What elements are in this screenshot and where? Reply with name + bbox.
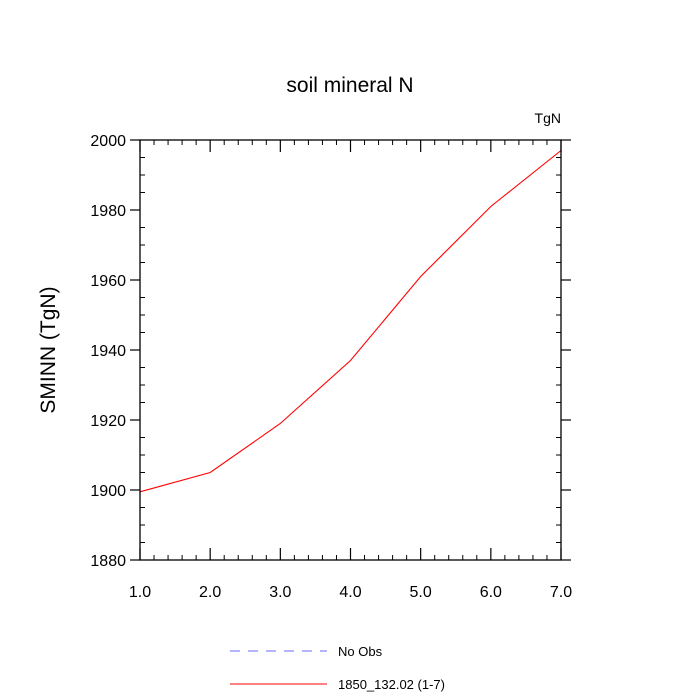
y-tick-label: 1880: [90, 553, 126, 570]
x-tick-label: 1.0: [129, 584, 151, 601]
series-line: [139, 150, 562, 493]
series-lines: [139, 150, 562, 493]
y-tick-label: 1980: [90, 203, 126, 220]
y-axis-label: SMINN (TgN): [37, 286, 60, 413]
x-tick-label: 2.0: [199, 584, 221, 601]
y-tick-label: 1960: [90, 273, 126, 290]
x-tick-label: 4.0: [339, 584, 361, 601]
x-tick-label: 5.0: [410, 584, 432, 601]
units-label: TgN: [535, 110, 561, 126]
x-tick-label: 3.0: [269, 584, 291, 601]
legend-label: No Obs: [338, 644, 383, 659]
chart-title: soil mineral N: [286, 74, 413, 97]
plot-frame: [139, 139, 562, 561]
y-tick-label: 1940: [90, 343, 126, 360]
y-tick-label: 2000: [90, 133, 126, 150]
y-tick-label: 1900: [90, 483, 126, 500]
x-tick-label: 6.0: [480, 584, 502, 601]
axis-ticks: 1.0 2.0 3.0 4.0 5.0 6.0 7.0 1880 1900 1920 1940 196…: [90, 133, 572, 601]
legend-label: 1850_132.02 (1-7): [338, 677, 445, 692]
x-tick-label: 7.0: [550, 584, 572, 601]
legend: No Obs 1850_132.02 (1-7): [230, 644, 445, 692]
y-tick-label: 1920: [90, 413, 126, 430]
